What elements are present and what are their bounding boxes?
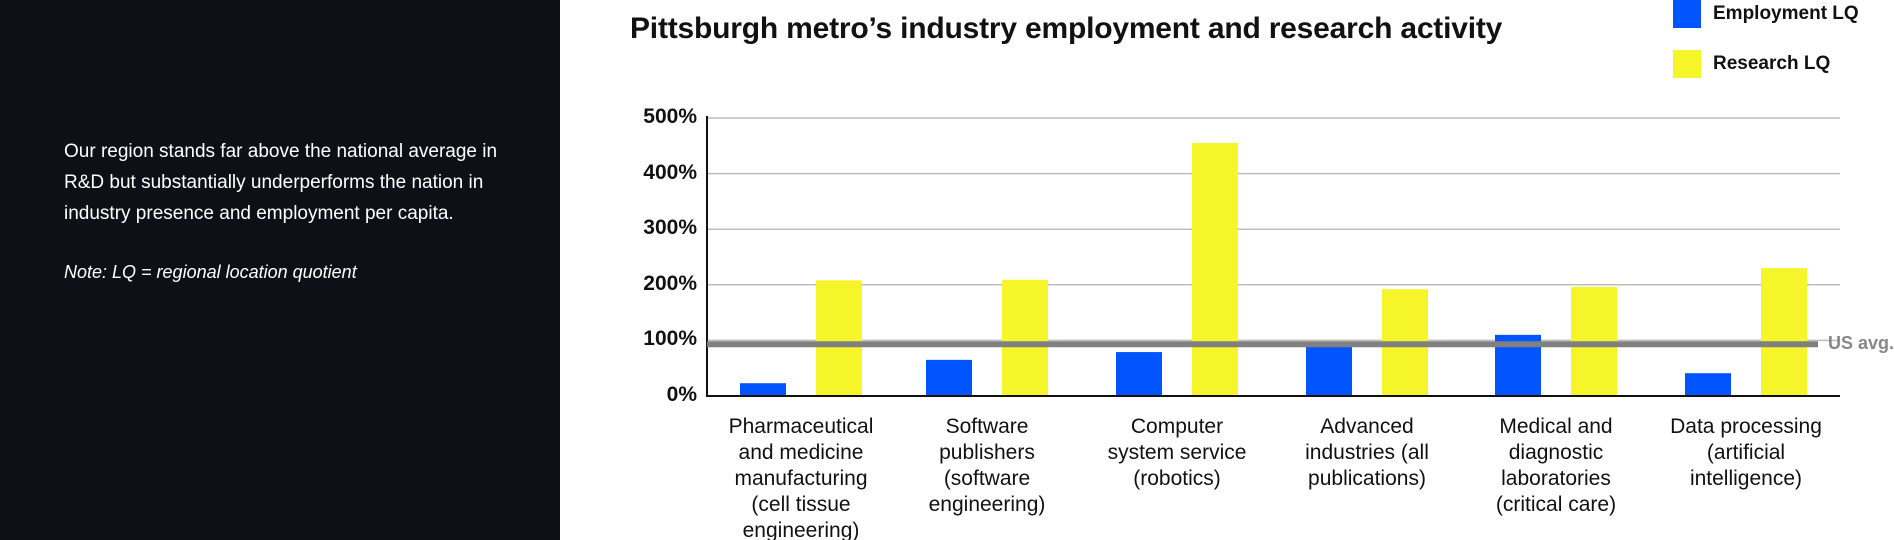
x-category-label: Software publishers (software engineering) — [902, 414, 1072, 518]
x-category-label-line: Advanced — [1320, 415, 1414, 438]
x-category-label-line: intelligence) — [1689, 467, 1803, 490]
bar-employment-5 — [1685, 373, 1731, 396]
chart-area: Pittsburgh metro’s industry employment a… — [560, 0, 1894, 540]
x-category-label-line: publications) — [1308, 467, 1426, 490]
description-text: Our region stands far above the national… — [64, 141, 498, 224]
bar-chart — [706, 116, 1840, 397]
y-tick-label: 300% — [643, 216, 697, 240]
bar-research-2 — [1192, 143, 1238, 396]
bar-research-1 — [1002, 279, 1048, 396]
note-text: Note: LQ = regional location quotient — [64, 262, 357, 282]
x-category-label-line: industries (all — [1305, 441, 1429, 464]
legend-item-research: Research LQ — [1673, 50, 1830, 78]
x-category-label-line: diagnostic — [1508, 441, 1604, 464]
x-category-label: Advanced industries (all publications) — [1282, 414, 1452, 492]
x-category-label-line: engineering) — [742, 519, 860, 540]
x-category-label-line: (artificial — [1706, 441, 1786, 464]
x-category-label-line: (critical care) — [1495, 493, 1617, 516]
x-category-label-line: (software — [943, 467, 1031, 490]
x-category-label-line: and medicine — [738, 441, 864, 464]
x-category-label-line: system service — [1107, 441, 1247, 464]
x-category-label-line: Data processing — [1670, 415, 1822, 438]
y-tick-label: 400% — [643, 160, 697, 184]
y-tick-label: 200% — [643, 271, 697, 295]
x-category-label: Computer system service (robotics) — [1092, 414, 1262, 492]
x-category-label-line: Medical and — [1499, 415, 1613, 438]
y-tick-label: 100% — [643, 327, 697, 351]
x-category-label-line: Computer — [1130, 415, 1224, 438]
bar-research-5 — [1761, 268, 1807, 396]
legend-swatch-research — [1673, 50, 1701, 78]
y-tick-label: 0% — [666, 383, 697, 406]
chart-title: Pittsburgh metro’s industry employment a… — [630, 12, 1503, 45]
bar-employment-2 — [1116, 352, 1162, 396]
legend-label-employment: Employment LQ — [1713, 3, 1859, 24]
x-category-label: Medical and diagnostic laboratories (critic… — [1471, 414, 1641, 518]
us-average-label: US avg. — [1828, 333, 1894, 354]
bar-employment-3 — [1306, 344, 1352, 396]
bar-employment-1 — [926, 359, 972, 396]
bar-employment-0 — [740, 383, 786, 396]
y-tick-label: 500% — [643, 105, 697, 128]
x-category-label-line: (cell tissue — [751, 493, 851, 516]
legend-label-research: Research LQ — [1713, 53, 1831, 74]
x-category-label-line: Software — [945, 415, 1029, 438]
x-category-label-line: engineering) — [928, 493, 1046, 516]
x-category-label: Pharmaceutical and medicine manufacturing (… — [716, 414, 886, 540]
sidebar-panel: Our region stands far above the national… — [0, 0, 560, 540]
x-category-label-line: laboratories — [1501, 467, 1611, 490]
bar-research-0 — [816, 280, 862, 396]
legend-item-employment: Employment LQ — [1673, 0, 1859, 28]
x-category-label-line: manufacturing — [734, 467, 868, 490]
x-category-label-line: Pharmaceutical — [728, 415, 874, 438]
x-category-label-line: publishers — [939, 441, 1035, 464]
x-category-label: Data processing (artificial intelligence) — [1661, 414, 1831, 492]
legend-swatch-employment — [1673, 0, 1701, 28]
x-category-label-line: (robotics) — [1133, 467, 1221, 490]
